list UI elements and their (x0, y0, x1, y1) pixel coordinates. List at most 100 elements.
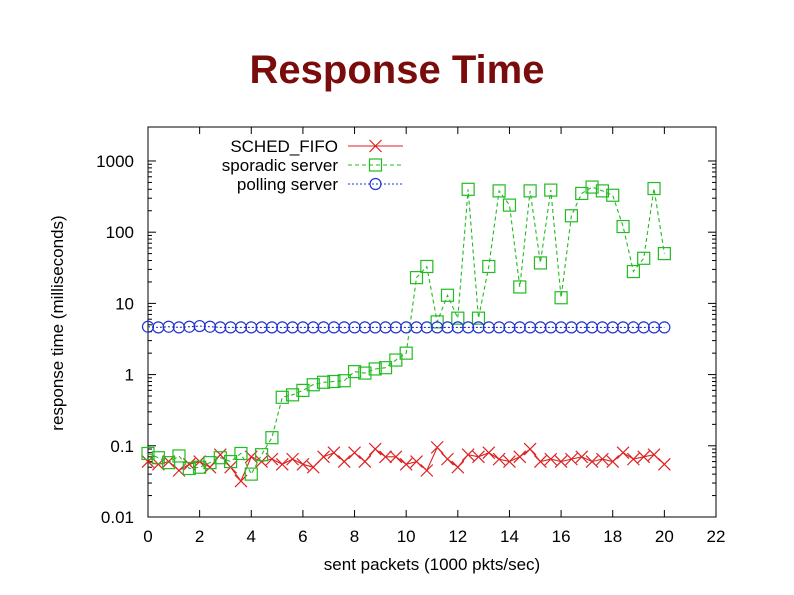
data-point-sporadic-server (378, 361, 393, 375)
data-point-polling-server (596, 321, 609, 334)
data-point-sporadic-server (564, 209, 579, 223)
data-point-polling-server (369, 321, 382, 334)
data-point-polling-server (296, 321, 310, 334)
data-point-polling-server (647, 321, 661, 334)
data-point-sporadic-server (544, 183, 558, 197)
data-point-sporadic-server (141, 446, 155, 461)
y-tick-label: 1 (125, 366, 134, 385)
data-point-polling-server (203, 320, 217, 333)
data-point-sporadic-server (409, 271, 424, 285)
legend-label-sporadic-server: sporadic server (222, 156, 339, 175)
data-point-sched-fifo (523, 442, 537, 456)
data-point-polling-server (338, 321, 351, 334)
data-point-sporadic-server (203, 456, 217, 470)
data-point-sched-fifo (534, 455, 547, 469)
data-point-sched-fifo (420, 464, 434, 477)
data-point-sporadic-server (440, 288, 455, 302)
data-point-sched-fifo (626, 452, 640, 466)
data-point-sched-fifo (637, 450, 651, 464)
legend-marker-sched-fifo (369, 139, 382, 153)
data-point-sched-fifo (410, 455, 423, 469)
data-point-polling-server (379, 321, 392, 334)
data-point-polling-server (462, 321, 475, 334)
data-point-sporadic-server (389, 353, 403, 367)
y-tick-label: 10 (115, 294, 134, 313)
data-point-sporadic-server (172, 449, 186, 463)
data-point-sporadic-server (585, 180, 599, 194)
data-point-sporadic-server (368, 362, 382, 376)
data-point-sporadic-server (327, 374, 341, 389)
data-point-sporadic-server (244, 467, 258, 481)
data-point-polling-server (534, 321, 547, 334)
data-point-sched-fifo (606, 455, 620, 469)
data-point-polling-server (400, 321, 413, 334)
data-point-sched-fifo (503, 455, 516, 469)
data-point-sched-fifo (358, 455, 372, 469)
data-point-polling-server (162, 320, 175, 333)
x-tick-label: 20 (655, 527, 674, 546)
series-polling-server (141, 319, 671, 334)
data-point-sporadic-server (182, 461, 196, 476)
data-point-sched-fifo (286, 452, 300, 466)
data-point-polling-server (658, 321, 671, 334)
data-point-polling-server (451, 321, 464, 334)
y-tick-label: 0.01 (101, 508, 134, 527)
data-point-polling-server (606, 321, 619, 334)
data-point-sched-fifo (368, 442, 382, 456)
data-point-polling-server (348, 321, 361, 334)
axes: 0 2 4 6 8 10 12 14 16 18 20 22 0.01 0.1 1 10 100 1000 (96, 126, 725, 546)
data-point-sched-fifo (492, 452, 506, 466)
data-point-polling-server (307, 321, 320, 334)
data-point-polling-server (637, 321, 650, 334)
data-point-sporadic-server (151, 451, 165, 465)
data-point-polling-server (183, 320, 196, 333)
data-point-sporadic-server (399, 346, 413, 360)
legend-label-sched-fifo: SCHED_FIFO (230, 137, 338, 156)
legend-label-polling-server: polling server (237, 175, 338, 194)
y-axis-label: response time (milliseconds) (48, 215, 67, 430)
data-point-sched-fifo (348, 446, 361, 460)
data-point-sched-fifo (595, 452, 609, 466)
data-point-sporadic-server (337, 374, 351, 388)
data-point-sched-fifo (317, 450, 330, 464)
plot-frame (147, 126, 717, 518)
data-point-sched-fifo (616, 446, 630, 460)
data-point-sched-fifo (430, 440, 444, 454)
data-point-sporadic-server (285, 388, 300, 402)
series-line-sporadic-server (147, 186, 665, 476)
data-point-polling-server (265, 321, 279, 334)
data-point-polling-server (234, 321, 248, 334)
data-point-sporadic-server (637, 251, 651, 265)
data-point-polling-server (317, 321, 330, 334)
y-tick-label: 100 (106, 223, 134, 242)
series-sporadic-server (141, 180, 671, 481)
data-point-sporadic-server (224, 454, 238, 469)
data-point-polling-server (327, 321, 340, 334)
data-point-sporadic-server (533, 256, 548, 270)
data-point-polling-server (286, 321, 299, 334)
x-tick-label: 2 (195, 527, 204, 546)
data-point-sporadic-server (657, 247, 671, 261)
data-point-sporadic-server (265, 431, 279, 445)
x-tick-label: 0 (143, 527, 152, 546)
data-point-sporadic-server (461, 182, 475, 196)
data-point-sporadic-server (616, 219, 630, 234)
data-point-sporadic-server (606, 188, 620, 202)
x-tick-label: 12 (448, 527, 467, 546)
x-tick-label: 6 (298, 527, 307, 546)
data-point-sporadic-server (234, 446, 248, 461)
data-point-polling-server (358, 321, 371, 334)
data-point-sporadic-server (347, 365, 362, 379)
data-point-polling-server (141, 320, 155, 333)
data-point-polling-server (214, 321, 227, 334)
data-point-polling-server (554, 321, 568, 334)
data-point-polling-server (389, 321, 402, 334)
data-point-sched-fifo (544, 452, 558, 466)
data-point-polling-server (152, 321, 165, 334)
data-point-sched-fifo (575, 450, 589, 464)
x-tick-label: 8 (350, 527, 359, 546)
data-point-polling-server (255, 321, 268, 334)
data-point-sched-fifo (327, 446, 341, 460)
